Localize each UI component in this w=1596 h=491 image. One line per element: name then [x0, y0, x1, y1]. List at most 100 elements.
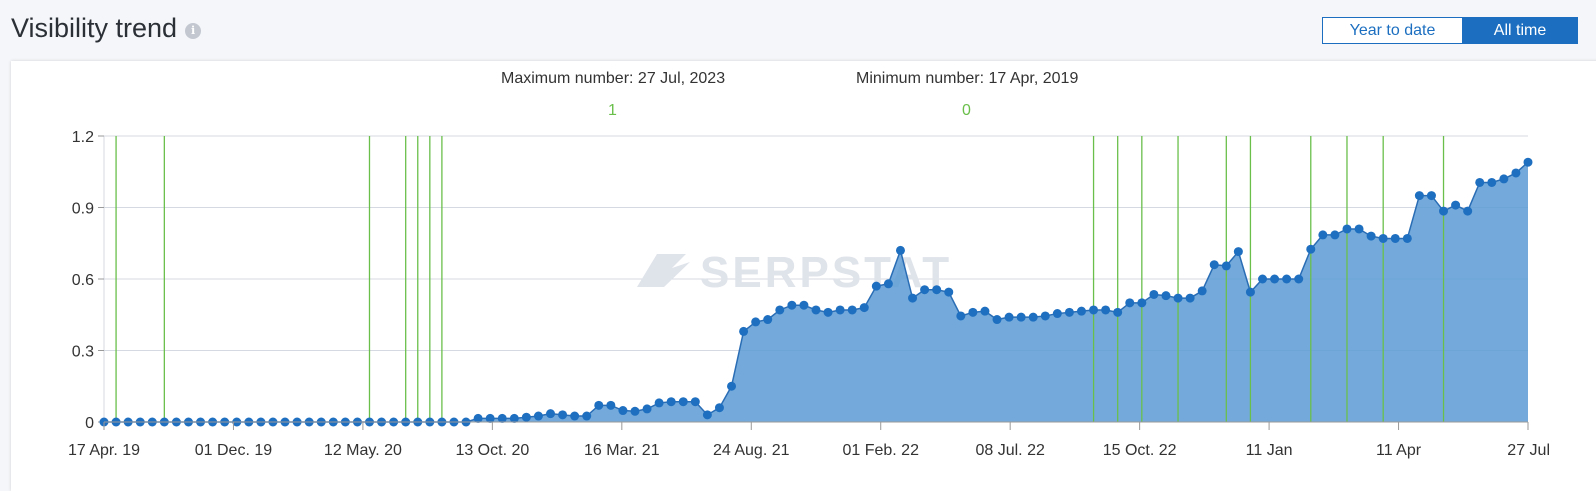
- x-tick-label: 01 Feb. 22: [842, 442, 919, 459]
- data-point: [1439, 206, 1449, 216]
- data-point: [509, 413, 519, 423]
- x-tick-label: 11 Apr: [1376, 442, 1422, 459]
- data-point: [775, 305, 785, 315]
- data-point: [1028, 312, 1038, 322]
- data-point: [1064, 307, 1074, 317]
- info-icon[interactable]: i: [185, 23, 202, 39]
- data-point: [932, 285, 942, 295]
- title-text: Visibility trend: [11, 13, 178, 43]
- data-point: [980, 306, 990, 316]
- data-point: [1463, 206, 1473, 216]
- data-point: [1149, 289, 1159, 299]
- data-point: [690, 397, 700, 407]
- data-point: [1306, 244, 1316, 254]
- data-point: [485, 413, 495, 423]
- x-tick-label: 08 Jul. 22: [975, 442, 1044, 459]
- data-point: [727, 381, 737, 391]
- data-point: [920, 285, 930, 295]
- data-point: [714, 403, 724, 413]
- y-tick-label: 1.2: [72, 129, 94, 146]
- data-point: [1076, 306, 1086, 316]
- data-point: [1294, 274, 1304, 284]
- data-point: [1523, 157, 1533, 167]
- data-point: [871, 281, 881, 291]
- data-point: [630, 406, 640, 416]
- y-tick-label: 0.3: [72, 344, 94, 361]
- data-point: [1499, 174, 1509, 184]
- data-point: [1209, 260, 1219, 270]
- data-point: [1378, 233, 1388, 243]
- data-point: [895, 245, 905, 255]
- data-point: [968, 307, 978, 317]
- data-point: [1487, 177, 1497, 187]
- data-point: [1330, 230, 1340, 240]
- data-point: [799, 300, 809, 310]
- data-point: [582, 411, 592, 421]
- data-point: [908, 293, 918, 303]
- data-point: [558, 410, 568, 420]
- minimum-label: Minimum number: 17 Apr, 2019: [856, 70, 1079, 87]
- x-tick-label: 16 Mar. 21: [584, 442, 660, 459]
- data-point: [1137, 298, 1147, 308]
- serpstat-logo-icon: [637, 254, 690, 287]
- data-point: [1004, 312, 1014, 322]
- data-point: [594, 400, 604, 410]
- data-point: [521, 412, 531, 422]
- data-point: [823, 307, 833, 317]
- area-fill: [104, 162, 1528, 422]
- x-tick-label: 24 Aug. 21: [713, 442, 790, 459]
- x-tick-label: 17 Apr. 19: [68, 442, 140, 459]
- data-point: [497, 413, 507, 423]
- page-title: Visibility trend i: [11, 13, 202, 44]
- data-point: [1354, 224, 1364, 234]
- data-point: [1402, 233, 1412, 243]
- data-point: [1161, 291, 1171, 301]
- data-point: [859, 303, 869, 313]
- data-point: [1318, 230, 1328, 240]
- data-point: [1185, 293, 1195, 303]
- data-point: [739, 326, 749, 336]
- data-point: [1233, 247, 1243, 257]
- data-point: [1197, 286, 1207, 296]
- data-point: [642, 404, 652, 414]
- data-point: [1052, 309, 1062, 319]
- data-point: [1426, 191, 1436, 201]
- data-point: [1245, 287, 1255, 297]
- data-point: [787, 300, 797, 310]
- maximum-label: Maximum number: 27 Jul, 2023: [501, 70, 726, 87]
- minimum-value: 0: [962, 102, 971, 119]
- data-point: [1089, 305, 1099, 315]
- x-tick-label: 13 Oct. 20: [455, 442, 529, 459]
- data-point: [1173, 293, 1183, 303]
- data-point: [1113, 307, 1123, 317]
- data-point: [1390, 233, 1400, 243]
- data-point: [1451, 200, 1461, 210]
- data-point: [763, 315, 773, 325]
- data-point: [1282, 274, 1292, 284]
- data-point: [546, 409, 556, 419]
- data-point: [883, 279, 893, 289]
- data-point: [1125, 298, 1135, 308]
- data-point: [570, 411, 580, 421]
- y-tick-label: 0: [85, 415, 94, 432]
- data-point: [811, 305, 821, 315]
- year-to-date-button[interactable]: Year to date: [1322, 17, 1462, 44]
- data-point: [666, 397, 676, 407]
- data-point: [1342, 224, 1352, 234]
- data-point: [1511, 168, 1521, 178]
- data-point: [678, 397, 688, 407]
- range-toggle: Year to date All time: [1322, 17, 1578, 44]
- data-point: [1258, 274, 1268, 284]
- data-point: [1366, 231, 1376, 241]
- data-point: [1221, 261, 1231, 271]
- x-tick-label: 12 May. 20: [324, 442, 402, 459]
- x-tick-label: 15 Oct. 22: [1103, 442, 1177, 459]
- data-point: [992, 315, 1002, 325]
- data-point: [1414, 191, 1424, 201]
- y-tick-label: 0.6: [72, 272, 94, 289]
- maximum-value: 1: [608, 102, 617, 119]
- all-time-button[interactable]: All time: [1462, 17, 1578, 44]
- data-point: [654, 398, 664, 408]
- data-point: [702, 410, 712, 420]
